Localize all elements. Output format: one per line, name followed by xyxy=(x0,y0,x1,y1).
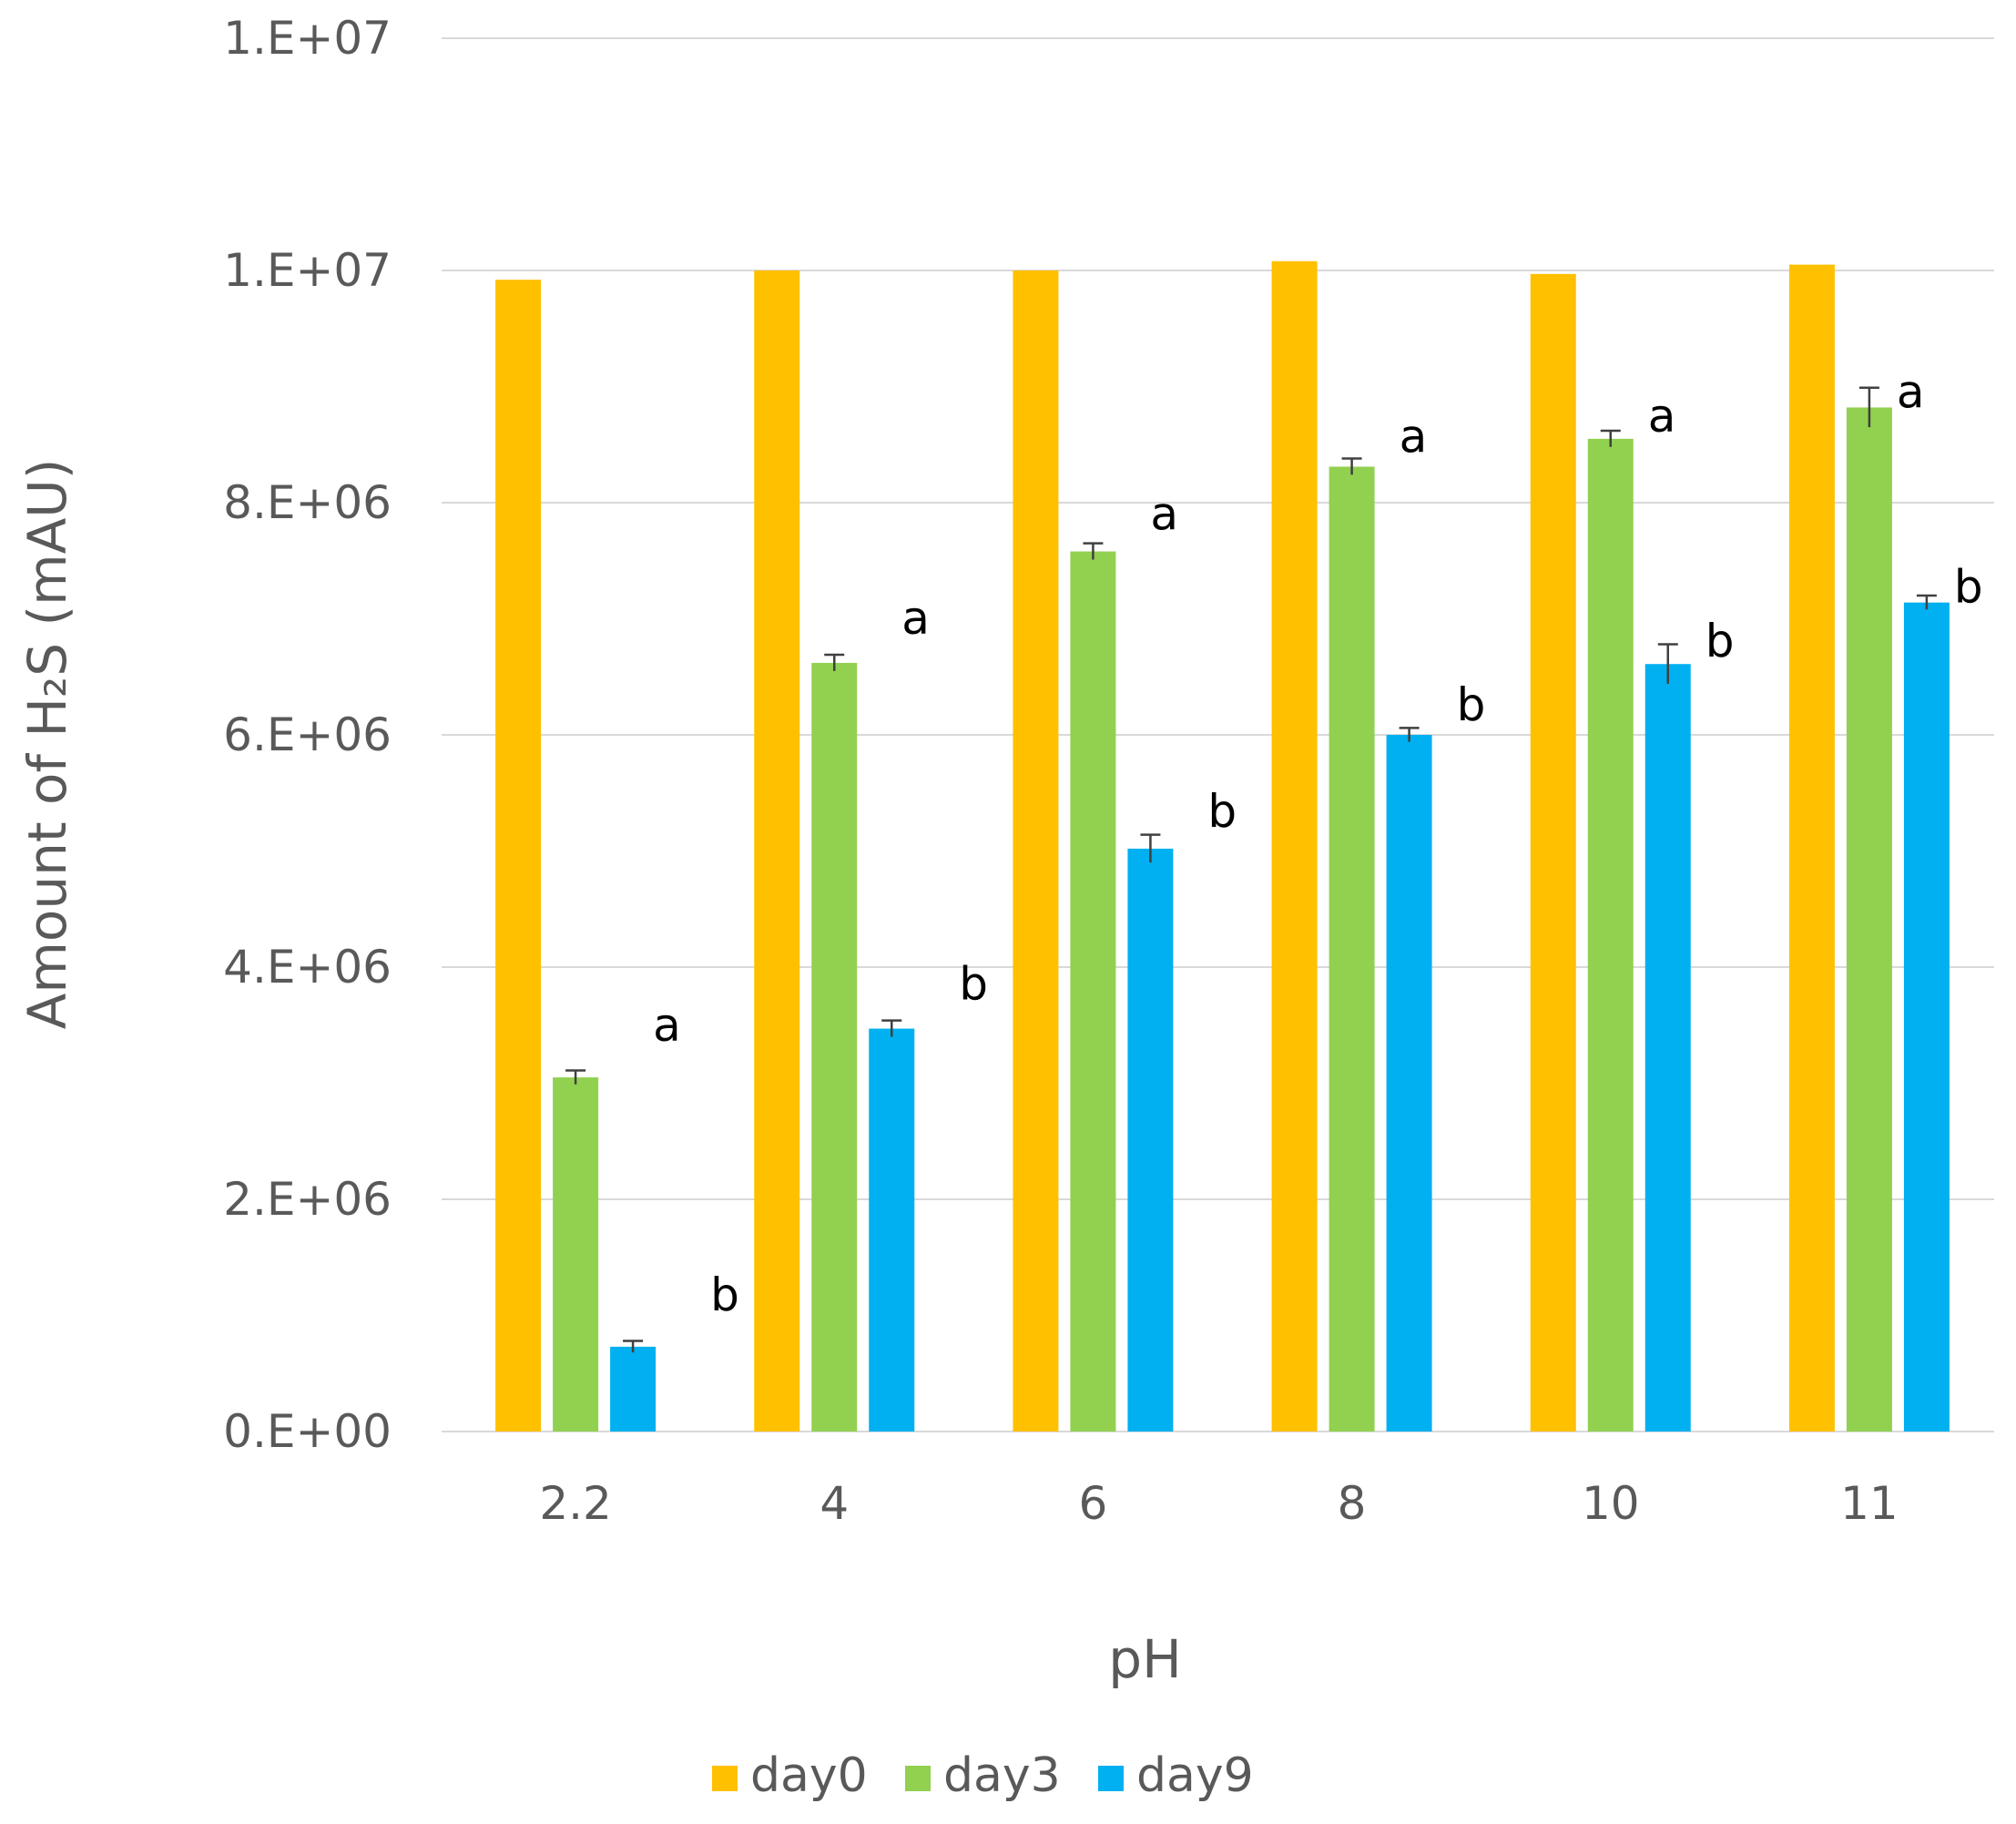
y-tick-label: 2.E+06 xyxy=(223,1173,392,1226)
significance-label: b xyxy=(710,1269,739,1321)
significance-label: b xyxy=(1954,561,1983,614)
y-axis-ticks: 0.E+00 2.E+06 4.E+06 6.E+06 8.E+06 1.E+07 1.E+… xyxy=(223,12,392,1458)
bar-day3 xyxy=(553,1077,599,1432)
bar-day0 xyxy=(754,270,800,1432)
bar-day3 xyxy=(1329,466,1375,1432)
bar-day9 xyxy=(1644,664,1691,1432)
bar-day0 xyxy=(1530,273,1576,1432)
legend-label-day0: day0 xyxy=(750,1748,868,1803)
error-bar xyxy=(1657,643,1678,684)
y-axis-title: Amount of H₂S (mAU) xyxy=(16,459,78,1030)
x-axis-title: pH xyxy=(1108,1628,1181,1690)
bar-day0 xyxy=(1271,260,1318,1432)
significance-label: a xyxy=(901,592,930,645)
x-tick-label: 6 xyxy=(1079,1477,1108,1530)
error-bars xyxy=(565,386,1937,1353)
bar-day9 xyxy=(1903,602,1950,1432)
bar-day0 xyxy=(495,280,542,1432)
y-tick-label: 4.E+06 xyxy=(223,941,392,994)
bar-day9 xyxy=(869,1028,915,1432)
significance-label: b xyxy=(1705,615,1735,667)
significance-label: a xyxy=(1150,488,1178,541)
legend-swatch-day9 xyxy=(1098,1766,1124,1791)
legend: day0 day3 day9 xyxy=(712,1748,1254,1803)
error-bar xyxy=(1600,429,1621,447)
bar-day3 xyxy=(1587,438,1634,1432)
bar-day0 xyxy=(1013,270,1059,1432)
significance-label: a xyxy=(1648,390,1676,443)
error-bar xyxy=(881,1019,902,1037)
bar-day9 xyxy=(1386,735,1432,1432)
bar-day9 xyxy=(1127,848,1174,1432)
gridlines xyxy=(442,37,1994,1432)
bar-day3 xyxy=(811,662,858,1432)
error-bar xyxy=(1399,727,1420,742)
significance-labels: a b a b a b a b a b a b xyxy=(653,365,1983,1320)
error-bar xyxy=(1083,542,1104,560)
significance-label: a xyxy=(1400,410,1428,463)
error-bar xyxy=(824,653,845,671)
significance-label: a xyxy=(653,999,681,1052)
error-bar xyxy=(1140,833,1161,863)
y-tick-label: 1.E+07 xyxy=(223,12,392,65)
x-tick-label: 4 xyxy=(820,1477,849,1530)
significance-label: b xyxy=(1207,785,1237,838)
significance-label: b xyxy=(959,958,988,1011)
legend-label-day9: day9 xyxy=(1136,1748,1254,1803)
error-bar xyxy=(565,1069,586,1085)
x-tick-label: 11 xyxy=(1840,1477,1899,1530)
legend-swatch-day0 xyxy=(712,1766,738,1791)
error-bar xyxy=(1341,457,1362,475)
significance-label: a xyxy=(1897,365,1925,418)
bar-day3 xyxy=(1846,407,1892,1432)
bar-day3 xyxy=(1070,551,1116,1432)
x-tick-label: 8 xyxy=(1338,1477,1367,1530)
bar-day0 xyxy=(1788,264,1835,1432)
y-tick-label: 1.E+07 xyxy=(223,244,392,297)
error-bar xyxy=(1916,594,1937,610)
error-bar xyxy=(1858,386,1879,428)
x-tick-label: 2.2 xyxy=(539,1477,612,1530)
y-tick-label: 8.E+06 xyxy=(223,476,392,529)
y-tick-label: 6.E+06 xyxy=(223,708,392,761)
bar-day9 xyxy=(610,1346,657,1432)
y-tick-label: 0.E+00 xyxy=(223,1405,392,1458)
x-axis-ticks: 2.2 4 6 8 10 11 xyxy=(539,1477,1898,1530)
bars xyxy=(495,260,1950,1432)
error-bar xyxy=(623,1340,644,1353)
legend-swatch-day3 xyxy=(905,1766,931,1791)
significance-label: b xyxy=(1457,678,1486,731)
legend-label-day3: day3 xyxy=(943,1748,1061,1803)
x-tick-label: 10 xyxy=(1582,1477,1640,1530)
